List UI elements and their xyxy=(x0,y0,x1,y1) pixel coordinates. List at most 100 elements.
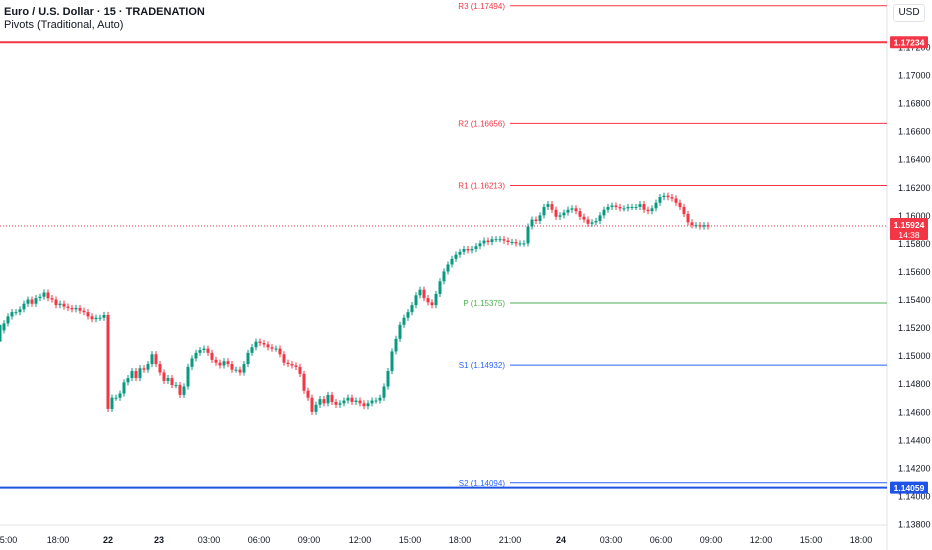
time-tick: 06:00 xyxy=(248,535,271,545)
candle-body xyxy=(334,401,338,405)
candle-body xyxy=(402,317,406,325)
time-tick: 09:00 xyxy=(700,535,723,545)
candle-body xyxy=(290,364,294,366)
candle-body xyxy=(658,197,662,203)
indicator-legend[interactable]: Pivots (Traditional, Auto) xyxy=(4,19,124,31)
candle-body xyxy=(646,209,650,212)
candle-body xyxy=(414,295,418,306)
candle-body xyxy=(602,209,606,216)
candle-body xyxy=(314,404,318,412)
candle-body xyxy=(450,258,454,265)
candle-body xyxy=(666,195,670,198)
time-tick: 15:00 xyxy=(0,535,17,545)
pivot-label: P (1.15375) xyxy=(463,299,505,308)
candle-body xyxy=(30,299,34,304)
candle-body xyxy=(18,309,22,313)
candle-body xyxy=(306,390,310,398)
candle-body xyxy=(242,364,246,373)
candle-body xyxy=(42,292,46,297)
candle-body xyxy=(358,400,362,404)
candle-body xyxy=(498,239,502,241)
time-tick: 23 xyxy=(154,535,164,545)
candle-body xyxy=(674,198,678,203)
pivot-label: R3 (1.17494) xyxy=(458,2,505,11)
price-tick: 1.15000 xyxy=(898,351,931,361)
candle-body xyxy=(202,348,206,351)
candle-body xyxy=(282,354,286,363)
candle-body xyxy=(230,364,234,370)
candle-body xyxy=(706,225,710,227)
time-tick: 24 xyxy=(556,535,566,545)
candle-body xyxy=(522,243,526,245)
candle-body xyxy=(162,372,166,381)
candle-body xyxy=(106,314,110,409)
candle-body xyxy=(362,403,366,407)
candle-body xyxy=(110,397,114,409)
candle-body xyxy=(474,246,478,250)
candle-body xyxy=(342,400,346,404)
time-tick: 18:00 xyxy=(850,535,873,545)
candle-body xyxy=(266,344,270,348)
candle-body xyxy=(222,361,226,366)
candle-body xyxy=(690,222,694,226)
price-tick: 1.14600 xyxy=(898,407,931,417)
candle-body xyxy=(630,206,634,208)
candle-body xyxy=(418,289,422,296)
candle-body xyxy=(478,243,482,247)
candle-body xyxy=(58,303,62,306)
candle-body xyxy=(702,225,706,227)
candle-body xyxy=(186,366,190,387)
candle-body xyxy=(394,338,398,352)
candle-body xyxy=(346,397,350,401)
candle-body xyxy=(378,397,382,401)
candle-body xyxy=(662,195,666,198)
price-tick: 1.16600 xyxy=(898,127,931,137)
candle-body xyxy=(542,206,546,216)
candle-body xyxy=(626,206,630,209)
candle-body xyxy=(482,240,486,244)
candle-body xyxy=(434,293,438,306)
candle-body xyxy=(142,368,146,370)
candle-body xyxy=(470,249,474,251)
candle-body xyxy=(698,225,702,227)
current-price-value: 1.15924 xyxy=(894,220,925,230)
candle-body xyxy=(426,298,430,303)
candle-body xyxy=(570,208,574,210)
candle-body xyxy=(546,204,550,207)
candle-body xyxy=(34,298,38,304)
price-tick: 1.16400 xyxy=(898,155,931,165)
candle-body xyxy=(302,373,306,391)
price-tick: 1.14400 xyxy=(898,435,931,445)
currency-button[interactable]: USD xyxy=(893,4,925,22)
candle-body xyxy=(134,371,138,379)
candle-body xyxy=(274,348,278,350)
candle-body xyxy=(194,352,198,359)
candle-body xyxy=(466,249,470,251)
price-tick: 1.14800 xyxy=(898,379,931,389)
candle-body xyxy=(610,205,614,207)
candle-body xyxy=(410,305,414,313)
time-tick: 18:00 xyxy=(47,535,70,545)
candle-body xyxy=(310,397,314,412)
candle-body xyxy=(586,219,590,224)
time-tick: 18:00 xyxy=(449,535,472,545)
time-tick: 22 xyxy=(103,535,113,545)
candle-body xyxy=(382,386,386,398)
candle-body xyxy=(82,310,86,313)
candle-body xyxy=(430,302,434,306)
candle-body xyxy=(114,397,118,399)
candle-body xyxy=(218,362,222,366)
candle-body xyxy=(530,219,534,227)
candle-body xyxy=(638,204,642,207)
candle-body xyxy=(422,289,426,299)
candle-body xyxy=(506,240,510,243)
candle-body xyxy=(574,208,578,212)
candle-body xyxy=(330,394,334,402)
candle-body xyxy=(0,324,2,342)
candle-body xyxy=(518,243,522,245)
time-tick: 12:00 xyxy=(349,535,372,545)
candle-body xyxy=(386,371,390,387)
candle-body xyxy=(618,206,622,209)
candle-body xyxy=(502,239,506,241)
